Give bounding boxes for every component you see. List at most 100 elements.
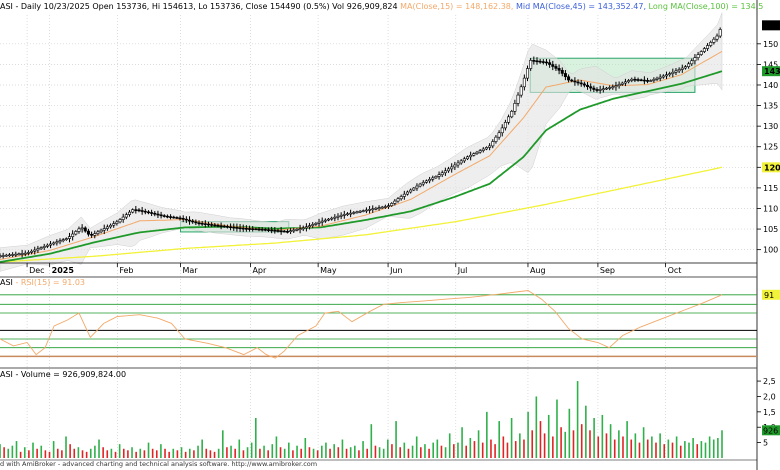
volume-bar — [3, 447, 5, 458]
candle-body — [42, 246, 46, 248]
volume-bar — [15, 441, 18, 458]
candle-body — [244, 228, 248, 230]
candle-body — [203, 223, 207, 225]
volume-bar — [461, 427, 463, 458]
candle-body — [0, 255, 2, 258]
x-tick-label: Jun — [389, 266, 403, 275]
volume-bar — [52, 441, 55, 458]
candle-body — [153, 212, 157, 215]
candle-body — [633, 78, 637, 81]
volume-bar — [366, 448, 368, 458]
volume-bar — [312, 448, 315, 458]
volume-bar — [469, 438, 472, 458]
candle-body — [538, 60, 542, 63]
candle-body — [251, 228, 255, 230]
candle-body — [263, 229, 267, 231]
candle-body — [478, 150, 482, 153]
volume-bar — [345, 448, 348, 458]
volume-bar — [609, 424, 612, 458]
candle-body — [150, 212, 154, 214]
candle-body — [453, 164, 457, 168]
candle-body — [592, 87, 596, 90]
x-tick-label: Feb — [119, 266, 133, 275]
volume-bar — [118, 444, 121, 458]
candle-body — [71, 233, 75, 237]
candle-body — [124, 214, 128, 218]
price-tick-label: 135 — [763, 102, 778, 111]
volume-bar — [254, 418, 257, 458]
price-tick-label: 140 — [763, 81, 778, 90]
volume-bar — [675, 436, 678, 458]
volume-bar — [81, 450, 84, 458]
candle-body — [383, 206, 387, 208]
candle-body — [105, 226, 109, 229]
candle-body — [345, 213, 349, 216]
candle-body — [96, 231, 100, 234]
volume-bar — [85, 451, 88, 458]
candle-body — [248, 228, 252, 230]
candle-body — [405, 191, 409, 195]
candle-body — [557, 68, 561, 71]
candle-body — [194, 221, 198, 224]
volume-bar — [391, 444, 393, 458]
volume-bar — [717, 438, 719, 458]
candle-body — [469, 154, 473, 158]
volume-bar — [209, 450, 212, 458]
volume-bar — [61, 450, 63, 458]
volume-bar — [453, 444, 455, 458]
candle-body — [462, 158, 466, 162]
candle-body — [289, 230, 293, 232]
candle-body — [443, 170, 447, 174]
candle-body — [560, 70, 564, 74]
volume-bar — [420, 447, 422, 458]
candle-body — [544, 61, 548, 64]
candle-body — [690, 60, 694, 65]
candle-body — [589, 86, 593, 89]
volume-bar — [655, 442, 657, 458]
volume-bar — [0, 444, 1, 458]
volume-bar — [32, 442, 34, 458]
candle-body — [216, 224, 220, 227]
candle-body — [219, 225, 223, 227]
candle-body — [330, 217, 334, 220]
candle-body — [181, 218, 185, 220]
candle-body — [380, 206, 384, 209]
candle-body — [295, 229, 299, 231]
volume-bar — [263, 445, 265, 458]
candle-body — [254, 228, 258, 231]
volume-bar — [700, 441, 703, 458]
candle-body — [115, 221, 119, 224]
price-badge-ma45: 143 — [764, 67, 780, 76]
candle-body — [573, 80, 577, 83]
band-envelope — [0, 12, 723, 272]
candle-body — [311, 224, 315, 226]
price-tick-label: 110 — [763, 204, 778, 213]
volume-bar — [304, 438, 307, 458]
rsi-panel: 91 — [0, 289, 780, 359]
volume-bar — [671, 442, 674, 458]
candle-body — [674, 70, 678, 73]
volume-bar — [432, 442, 434, 458]
volume-bar — [663, 444, 666, 458]
candle-body — [77, 228, 81, 232]
volume-bar — [188, 448, 191, 458]
volume-bar — [69, 444, 71, 458]
volume-bar — [651, 436, 653, 458]
candle-body — [86, 230, 90, 235]
rsi-badge-bg — [762, 289, 780, 300]
ma-short-line — [0, 50, 723, 260]
candle-body — [604, 87, 608, 90]
candle-body — [304, 226, 308, 229]
volume-bar — [226, 447, 228, 458]
candle-body — [333, 216, 337, 219]
volume-bar — [613, 439, 616, 458]
volume-bar — [143, 450, 146, 458]
candle-body — [702, 48, 706, 52]
candle-body — [412, 187, 416, 191]
candle-body — [554, 66, 558, 69]
candle-body — [210, 224, 214, 226]
volume-bar — [234, 448, 236, 458]
candle-body — [548, 62, 552, 65]
candle-body — [614, 85, 618, 88]
candle-body — [513, 103, 517, 112]
